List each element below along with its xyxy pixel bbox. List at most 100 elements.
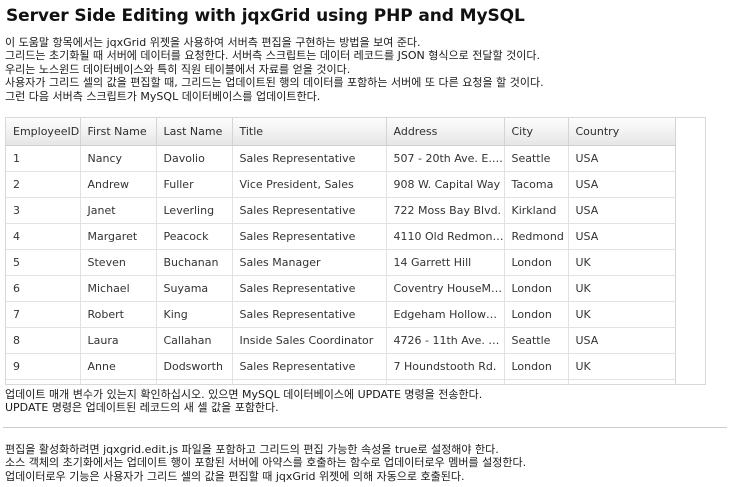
cell-country[interactable]: USA [568,327,676,354]
intro-line: 그리드는 초기화될 때 서버에 데이터를 요청한다. 서버측 스크립트는 데이터… [5,49,540,63]
update-note-paragraph: 업데이트 매개 변수가 있는지 확인하십시오. 있으면 MySQL 데이터베이스… [5,388,482,415]
cell-title[interactable]: Sales Representative [232,301,387,328]
cell-lastname[interactable]: Buchanan [156,249,233,276]
cell-city[interactable]: London [504,249,569,276]
cell-firstname[interactable]: Andrew [80,171,157,198]
cell-lastname[interactable]: Dodsworth [156,353,233,380]
cell-title[interactable]: Sales Manager [232,249,387,276]
cell-employeeid[interactable]: 1 [6,145,81,172]
cell-employeeid[interactable]: 3 [6,197,81,224]
cell-address[interactable]: 4726 - 11th Ave. N.E. [386,327,505,354]
cell-title[interactable]: Inside Sales Coordinator [232,327,387,354]
cell-country[interactable]: USA [568,171,676,198]
cell-firstname[interactable]: Janet [80,197,157,224]
table-row[interactable]: 10 Michael King Sales Representative Cov… [6,379,676,384]
cell-city[interactable]: Seattle [504,327,569,354]
cell-lastname[interactable]: Leverling [156,197,233,224]
cell-firstname[interactable]: Anne [80,353,157,380]
cell-title[interactable]: Sales Representative [232,197,387,224]
cell-city[interactable]: Kirkland [504,197,569,224]
cell-title[interactable]: Sales Representative [232,353,387,380]
cell-employeeid[interactable]: 9 [6,353,81,380]
cell-country[interactable]: UK [568,353,676,380]
jqx-grid[interactable]: EmployeeID First Name Last Name Title Ad… [5,117,706,385]
cell-firstname[interactable]: Steven [80,249,157,276]
cell-lastname[interactable]: King [156,379,233,384]
column-header-city[interactable]: City [504,118,569,146]
cell-country[interactable]: UK [568,301,676,328]
footer-line: 편집을 활성화하려면 jqxgrid.edit.js 파일을 포함하고 그리드의… [5,443,499,456]
note-line: 업데이트 매개 변수가 있는지 확인하십시오. 있으면 MySQL 데이터베이스… [5,388,483,401]
cell-firstname[interactable]: Michael [80,275,157,302]
cell-city[interactable]: London [504,379,569,384]
cell-address[interactable]: 4110 Old Redmond Rd. [386,223,505,250]
intro-line: 우리는 노스윈드 데이터베이스와 특히 직원 테이블에서 자료를 얻을 것이다. [5,62,351,76]
column-header-employeeid[interactable]: EmployeeID [6,118,81,146]
cell-firstname[interactable]: Robert [80,301,157,328]
data-table: EmployeeID First Name Last Name Title Ad… [6,118,676,384]
cell-lastname[interactable]: King [156,301,233,328]
cell-city[interactable]: Seattle [504,145,569,172]
cell-title[interactable]: Sales Representative [232,275,387,302]
cell-employeeid[interactable]: 2 [6,171,81,198]
table-row[interactable]: 7 Robert King Sales Representative Edgeh… [6,301,676,328]
cell-employeeid[interactable]: 5 [6,249,81,276]
cell-title[interactable]: Sales Representative [232,145,387,172]
table-header: EmployeeID First Name Last Name Title Ad… [6,118,676,146]
cell-address[interactable]: 7 Houndstooth Rd. [386,353,505,380]
cell-firstname[interactable]: Nancy [80,145,157,172]
cell-lastname[interactable]: Callahan [156,327,233,354]
cell-country[interactable]: USA [568,145,676,172]
cell-firstname[interactable]: Margaret [80,223,157,250]
table-row[interactable]: 4 Margaret Peacock Sales Representative … [6,223,676,250]
table-body: 1 Nancy Davolio Sales Representative 507… [6,145,676,384]
table-row[interactable]: 1 Nancy Davolio Sales Representative 507… [6,145,676,172]
cell-lastname[interactable]: Suyama [156,275,233,302]
cell-address[interactable]: Edgeham HollowWinches... [386,301,505,328]
cell-address[interactable]: 908 W. Capital Way [386,171,505,198]
table-row[interactable]: 3 Janet Leverling Sales Representative 7… [6,197,676,224]
column-header-title[interactable]: Title [232,118,387,146]
cell-country[interactable]: UK [568,249,676,276]
cell-address[interactable]: 14 Garrett Hill [386,249,505,276]
cell-city[interactable]: Tacoma [504,171,569,198]
note-line: UPDATE 명령은 업데이트된 레코드의 새 셀 값을 포함한다. [5,401,279,415]
cell-city[interactable]: London [504,301,569,328]
cell-employeeid[interactable]: 10 [6,379,81,384]
cell-title[interactable]: Sales Representative [232,379,387,384]
cell-city[interactable]: London [504,353,569,380]
cell-country[interactable]: UK [568,275,676,302]
cell-address[interactable]: 507 - 20th Ave. E.Apt. 2A [386,145,505,172]
cell-employeeid[interactable]: 7 [6,301,81,328]
cell-lastname[interactable]: Davolio [156,145,233,172]
cell-title[interactable]: Sales Representative [232,223,387,250]
column-header-lastname[interactable]: Last Name [156,118,233,146]
column-header-firstname[interactable]: First Name [80,118,157,146]
cell-firstname[interactable]: Laura [80,327,157,354]
column-header-address[interactable]: Address [386,118,505,146]
cell-lastname[interactable]: Peacock [156,223,233,250]
table-row[interactable]: 6 Michael Suyama Sales Representative Co… [6,275,676,302]
table-row[interactable]: 5 Steven Buchanan Sales Manager 14 Garre… [6,249,676,276]
cell-city[interactable]: Redmond [504,223,569,250]
table-row[interactable]: 9 Anne Dodsworth Sales Representative 7 … [6,353,676,380]
cell-country[interactable]: UK [568,379,676,384]
cell-address[interactable]: 722 Moss Bay Blvd. [386,197,505,224]
cell-address[interactable]: Coventry House [386,379,505,384]
cell-city[interactable]: London [504,275,569,302]
column-header-country[interactable]: Country [568,118,676,146]
cell-employeeid[interactable]: 6 [6,275,81,302]
cell-country[interactable]: USA [568,197,676,224]
cell-title[interactable]: Vice President, Sales [232,171,387,198]
cell-firstname[interactable]: Michael [80,379,157,384]
cell-employeeid[interactable]: 4 [6,223,81,250]
cell-address[interactable]: Coventry HouseMiner Rd. [386,275,505,302]
cell-country[interactable]: USA [568,223,676,250]
cell-employeeid[interactable]: 8 [6,327,81,354]
table-row[interactable]: 8 Laura Callahan Inside Sales Coordinato… [6,327,676,354]
table-row[interactable]: 2 Andrew Fuller Vice President, Sales 90… [6,171,676,198]
intro-line: 사용자가 그리드 셀의 값을 편집할 때, 그리드는 업데이트된 행의 데이터를… [5,76,544,90]
section-divider [3,427,727,428]
cell-lastname[interactable]: Fuller [156,171,233,198]
